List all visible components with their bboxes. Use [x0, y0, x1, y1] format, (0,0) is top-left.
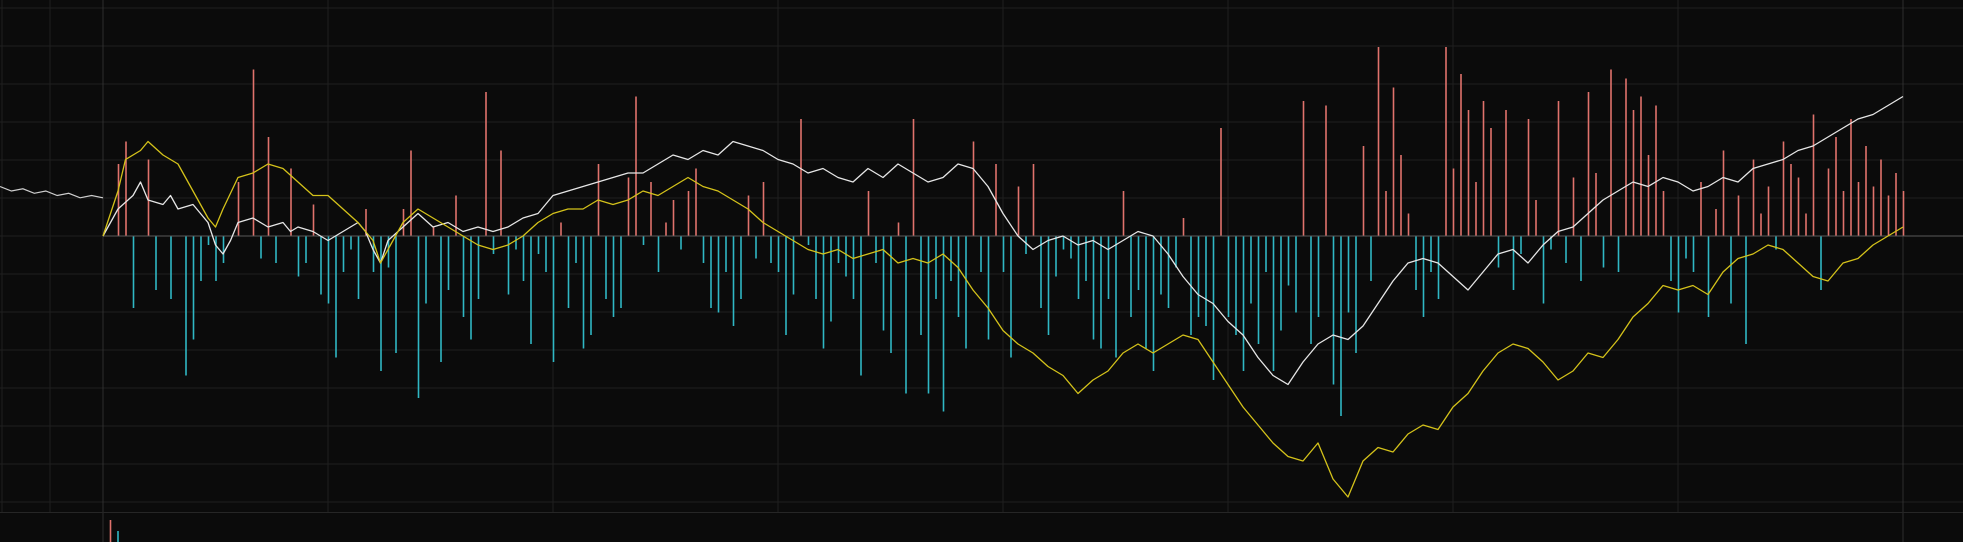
pre-session-line — [0, 185, 104, 199]
sub-chart-svg — [102, 513, 1904, 542]
average-line — [102, 140, 1904, 498]
main-chart-svg — [0, 0, 1963, 512]
main-chart-panel[interactable] — [0, 0, 1963, 512]
price-line — [102, 95, 1904, 386]
sub-indicator-panel[interactable] — [0, 512, 1963, 542]
